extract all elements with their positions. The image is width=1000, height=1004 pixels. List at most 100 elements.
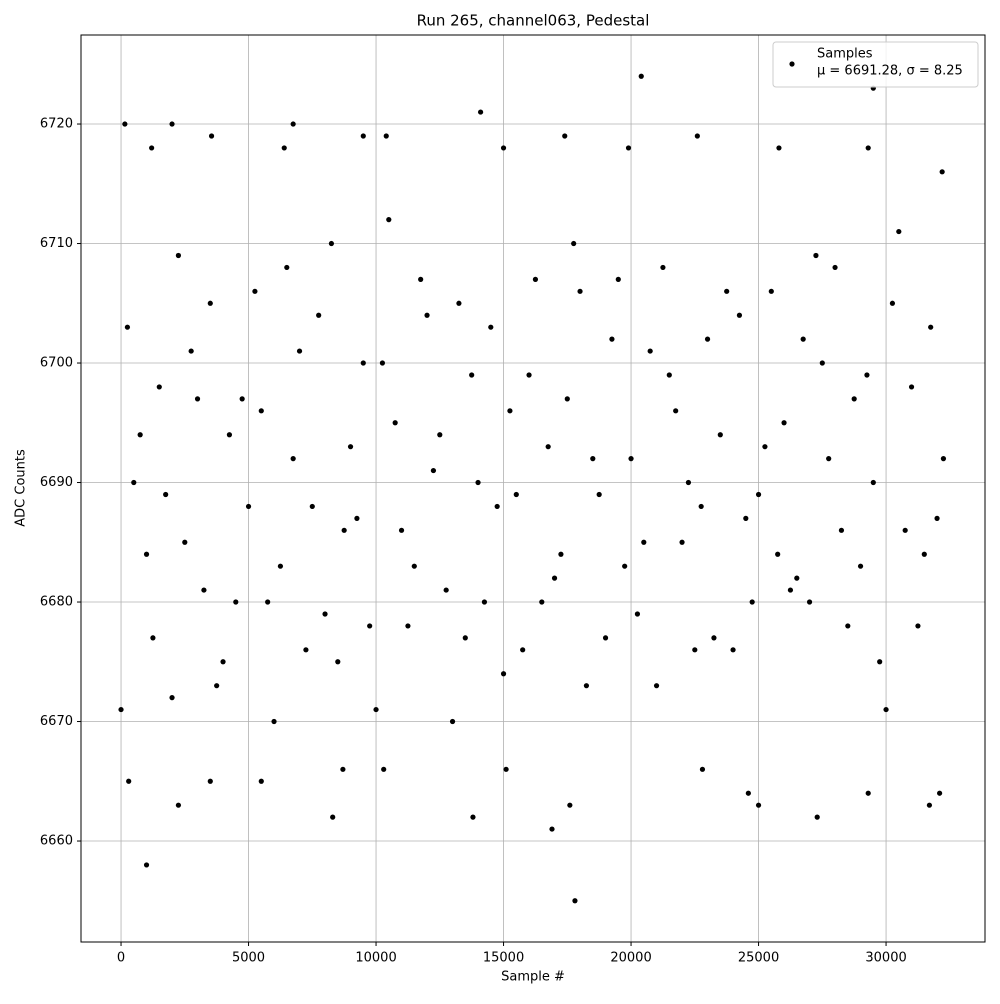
point xyxy=(424,312,430,318)
point xyxy=(469,372,475,378)
point xyxy=(430,467,437,474)
point xyxy=(532,276,539,282)
point xyxy=(381,766,387,772)
point xyxy=(928,324,934,330)
point xyxy=(865,790,871,796)
point xyxy=(743,515,749,521)
point xyxy=(481,599,488,605)
point xyxy=(290,456,296,462)
point xyxy=(354,515,360,521)
point xyxy=(666,372,672,378)
x-tick-label: 5000 xyxy=(232,951,265,966)
point xyxy=(175,802,182,808)
point xyxy=(477,109,484,115)
y-tick-label: 6720 xyxy=(40,117,73,132)
plot-frame xyxy=(80,34,986,943)
x-tick-label: 15000 xyxy=(483,951,524,966)
point xyxy=(908,384,915,390)
point xyxy=(653,683,660,689)
point xyxy=(500,671,507,677)
x-tick-label: 30000 xyxy=(865,951,906,966)
point xyxy=(149,145,155,151)
point xyxy=(252,288,258,294)
point xyxy=(717,432,723,438)
x-tick-label: 0 xyxy=(117,951,125,966)
point xyxy=(265,599,271,605)
y-tick-label: 6690 xyxy=(40,475,73,490)
point xyxy=(437,432,443,438)
point xyxy=(864,372,870,378)
point xyxy=(207,778,213,784)
point xyxy=(488,324,494,330)
point xyxy=(513,491,519,498)
point xyxy=(470,814,476,820)
point xyxy=(711,635,717,641)
point xyxy=(373,706,379,713)
point xyxy=(322,611,328,617)
point xyxy=(341,527,347,533)
point xyxy=(316,312,322,318)
point xyxy=(819,360,825,366)
point xyxy=(182,539,188,545)
point xyxy=(762,444,768,450)
point xyxy=(545,444,551,450)
point xyxy=(330,814,336,820)
point xyxy=(865,145,871,151)
point xyxy=(462,635,468,641)
point xyxy=(303,647,309,653)
point xyxy=(749,599,755,605)
x-tick-label: 10000 xyxy=(355,951,396,966)
x-tick-label: 20000 xyxy=(610,951,651,966)
point xyxy=(745,790,751,796)
point xyxy=(857,563,864,569)
point xyxy=(392,420,398,426)
point xyxy=(386,217,392,223)
point xyxy=(360,360,366,366)
point xyxy=(150,635,156,641)
point xyxy=(194,396,201,402)
point xyxy=(449,718,456,725)
point xyxy=(208,133,215,139)
point xyxy=(418,276,424,282)
point xyxy=(583,683,590,689)
point xyxy=(233,599,239,605)
x-tick-label: 25000 xyxy=(738,951,779,966)
point xyxy=(163,491,169,498)
point xyxy=(549,826,555,832)
point xyxy=(699,766,706,772)
point xyxy=(577,288,583,294)
legend-marker xyxy=(789,61,795,67)
point xyxy=(851,396,857,402)
chart-title: Run 265, channel063, Pedestal xyxy=(417,12,650,30)
point xyxy=(781,420,787,426)
point xyxy=(896,228,902,235)
point xyxy=(937,790,943,796)
y-tick-label: 6700 xyxy=(40,356,73,371)
point xyxy=(296,348,303,354)
legend-label: Samples xyxy=(817,47,873,62)
point xyxy=(572,898,578,904)
point xyxy=(826,456,832,462)
series xyxy=(118,73,947,904)
point xyxy=(794,575,800,581)
y-tick-label: 6670 xyxy=(40,714,73,729)
y-tick-label: 6660 xyxy=(40,834,73,849)
point xyxy=(685,479,692,486)
point xyxy=(328,240,335,247)
point xyxy=(939,169,945,175)
legend-box xyxy=(772,41,979,88)
point xyxy=(188,348,194,354)
point xyxy=(143,862,150,868)
point xyxy=(503,766,509,772)
point xyxy=(340,766,346,772)
point xyxy=(776,145,782,151)
point xyxy=(175,252,182,259)
point xyxy=(724,288,730,294)
point xyxy=(622,563,628,569)
point xyxy=(564,396,570,402)
point xyxy=(126,778,132,784)
point xyxy=(660,264,666,271)
point xyxy=(347,444,354,450)
point xyxy=(694,133,700,139)
point xyxy=(383,133,389,139)
